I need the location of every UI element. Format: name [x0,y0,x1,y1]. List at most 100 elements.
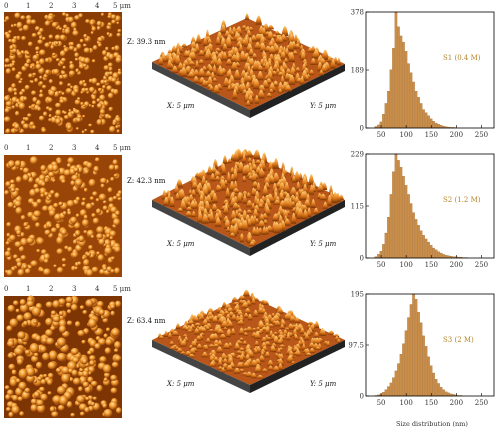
surface-grain [11,62,15,66]
surface-grain [50,310,57,316]
surface-peak [319,193,327,201]
surface-peak [188,353,196,358]
surface-grain [104,246,113,256]
surface-grain [4,385,10,390]
surface-grain [85,203,93,210]
y-tick-label: 0 [360,393,364,401]
surface-grain [88,123,93,127]
surface-grain [97,87,102,92]
surface-grain [19,411,25,417]
surface-peak [161,190,168,200]
surface-peak [280,75,285,85]
surface-peak [242,153,247,164]
surface-grain [47,194,53,199]
surface-grain [32,201,39,209]
surface-peak [185,206,193,211]
surface-grain [85,396,90,401]
surface-peak [208,65,214,73]
surface-grain [108,53,115,60]
surface-peak [246,192,251,198]
peak-texture [158,13,341,106]
surface-grain [91,77,98,85]
surface-peak [181,43,188,48]
surface-peak [273,81,279,87]
surface-peak [221,301,227,308]
surface-peak [292,50,298,55]
surface-grain [37,39,44,45]
surface-grain [40,164,47,172]
sample-annotation: S1 (0.4 M) [443,54,481,62]
surface-grain [21,35,27,41]
surface-grain [75,109,80,115]
surface-peak [202,185,209,197]
surface-grain [70,85,74,89]
surface-grain [77,261,82,266]
surface-peak [167,192,172,204]
surface-grain [90,129,95,134]
surface-grain [70,347,79,355]
surface-grain [88,86,95,93]
surface-peak [254,218,259,224]
histogram-bar [387,386,390,397]
surface-peak [306,321,315,325]
surface-peak [253,309,259,317]
surface-grain [58,325,67,334]
surface-grain [39,89,43,94]
afm-3d-view-s2: Z: 42.3 nm X: 5 μm Y: 5 μm [127,148,345,256]
surface-peak [243,72,250,84]
surface-peak [253,149,261,160]
surface-grain [102,266,107,271]
surface-grain [113,173,118,178]
map-tick: 5 μm [113,144,131,152]
surface-grain [82,358,88,365]
surface-grain [4,190,10,196]
surface-grain [87,350,93,355]
surface-grain [81,201,86,207]
surface-grain [96,25,101,31]
surface-peak [211,317,219,323]
surface-grain [56,337,67,347]
surface-peak [250,372,257,379]
surface-grain [108,164,115,171]
surface-grain [33,183,39,189]
surface-peak [290,66,295,77]
surface-peak [327,194,332,206]
surface-peak [195,34,202,44]
surface-peak [193,316,199,322]
surface-peak [233,180,238,191]
surface-grain [69,216,78,224]
surface-grain [13,91,18,96]
surface-peak [202,319,209,326]
surface-grain [82,114,86,118]
surface-grain [75,213,80,218]
surface-peak [227,158,233,164]
afm-2d-map-s2: 0 1 2 3 4 5 μm [4,144,131,277]
surface-grain [52,315,61,323]
surface-peak [187,320,193,325]
surface-peak [288,197,293,210]
surface-peak [196,343,203,349]
map-tick: 0 [4,285,8,293]
surface-peak [211,203,218,212]
surface-grain [100,12,105,17]
surface-peak [288,74,296,85]
surface-grain [76,117,82,123]
surface-peak [254,332,261,339]
surface-grain [41,36,46,41]
surface-peak [201,80,208,87]
surface-grain [24,387,31,393]
x-tick-label: 50 [377,399,386,407]
surface-peak [296,208,304,219]
surface-grain [70,180,76,186]
surface-grain [79,38,84,43]
surface-peak [241,25,248,30]
surface-peak [245,100,251,106]
surface-peak [238,337,244,341]
surface-grain [95,208,102,215]
surface-grain [40,393,48,401]
surface-grain [109,230,117,238]
surface-peak [251,202,256,210]
surface-peak [223,327,228,330]
surface-grain [117,68,122,72]
histogram-bar [397,26,400,129]
